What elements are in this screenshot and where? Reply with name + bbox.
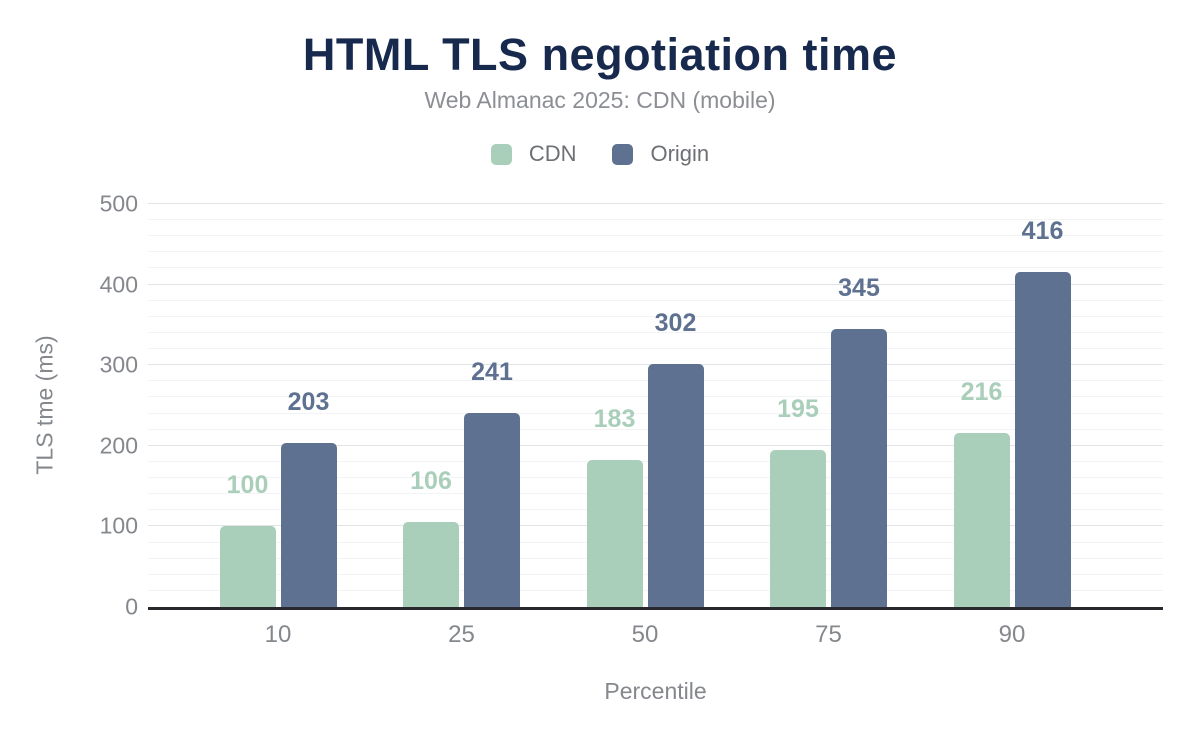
bar-origin-p50 bbox=[647, 363, 704, 607]
plot-area: 0 100 200 300 400 500 10 100 203 25 106 241 50 183 302… bbox=[100, 192, 1163, 647]
bar-cdn-p90 bbox=[953, 432, 1010, 607]
gridline-minor bbox=[148, 299, 1163, 301]
bar-origin-p90 bbox=[1014, 271, 1071, 607]
bar-value-label-cdn-p10: 100 bbox=[226, 471, 269, 500]
legend-label: Origin bbox=[650, 141, 710, 166]
gridline-minor bbox=[148, 267, 1163, 269]
bar-value-label-origin-p75: 345 bbox=[838, 273, 880, 302]
bar-origin-p25 bbox=[464, 412, 520, 607]
legend-item-origin: Origin bbox=[612, 141, 709, 167]
bar-cdn-p75 bbox=[770, 449, 826, 607]
bar-value-label-origin-p25: 241 bbox=[471, 357, 513, 386]
x-axis-tick-label: 90 bbox=[998, 621, 1026, 648]
y-axis-tick-label: 100 bbox=[99, 512, 138, 539]
gridline-minor bbox=[148, 235, 1163, 237]
gridline-major bbox=[148, 283, 1163, 285]
gridline-minor bbox=[148, 219, 1163, 221]
x-axis-tick-label: 10 bbox=[264, 621, 292, 648]
x-axis-title: Percentile bbox=[604, 678, 707, 704]
gridline-minor bbox=[148, 348, 1163, 350]
bar-origin-p10 bbox=[280, 443, 337, 607]
y-axis-tick-label: 500 bbox=[99, 190, 138, 217]
legend-item-cdn: CDN bbox=[490, 141, 577, 167]
bar-value-label-origin-p10: 203 bbox=[287, 388, 330, 417]
bar-value-label-cdn-p50: 183 bbox=[593, 404, 636, 433]
bar-value-label-cdn-p90: 216 bbox=[960, 377, 1003, 406]
chart-title: HTML TLS negotiation time bbox=[302, 29, 898, 80]
x-axis-tick-label: 50 bbox=[631, 621, 659, 648]
bar-value-label-cdn-p75: 195 bbox=[777, 394, 819, 423]
bar-cdn-p10 bbox=[219, 526, 276, 607]
chart-subtitle: Web Almanac 2025: CDN (mobile) bbox=[424, 87, 776, 113]
gridline-minor bbox=[148, 331, 1163, 333]
legend-label: CDN bbox=[528, 141, 577, 166]
x-axis-tick-label: 75 bbox=[815, 621, 842, 648]
y-axis-tick-label: 400 bbox=[99, 271, 138, 298]
y-axis-tick-label: 0 bbox=[125, 593, 138, 620]
gridline-major bbox=[148, 203, 1163, 204]
bar-value-label-cdn-p25: 106 bbox=[410, 466, 452, 495]
y-axis-title: TLS tme (ms) bbox=[31, 335, 58, 475]
gridline-minor bbox=[148, 251, 1163, 253]
bar-value-label-origin-p90: 416 bbox=[1021, 216, 1064, 245]
legend-swatch-icon bbox=[490, 143, 512, 165]
bar-origin-p75 bbox=[831, 328, 887, 607]
y-axis-tick-label: 300 bbox=[99, 351, 138, 378]
y-axis-tick-label: 200 bbox=[99, 432, 138, 459]
bar-value-label-origin-p50: 302 bbox=[654, 308, 697, 337]
chart-legend: CDN Origin bbox=[0, 140, 1200, 168]
legend-swatch-icon bbox=[612, 143, 634, 165]
bar-cdn-p25 bbox=[403, 521, 459, 607]
gridline-minor bbox=[148, 315, 1163, 317]
x-axis-tick-label: 25 bbox=[448, 621, 475, 648]
bar-cdn-p50 bbox=[586, 459, 643, 607]
